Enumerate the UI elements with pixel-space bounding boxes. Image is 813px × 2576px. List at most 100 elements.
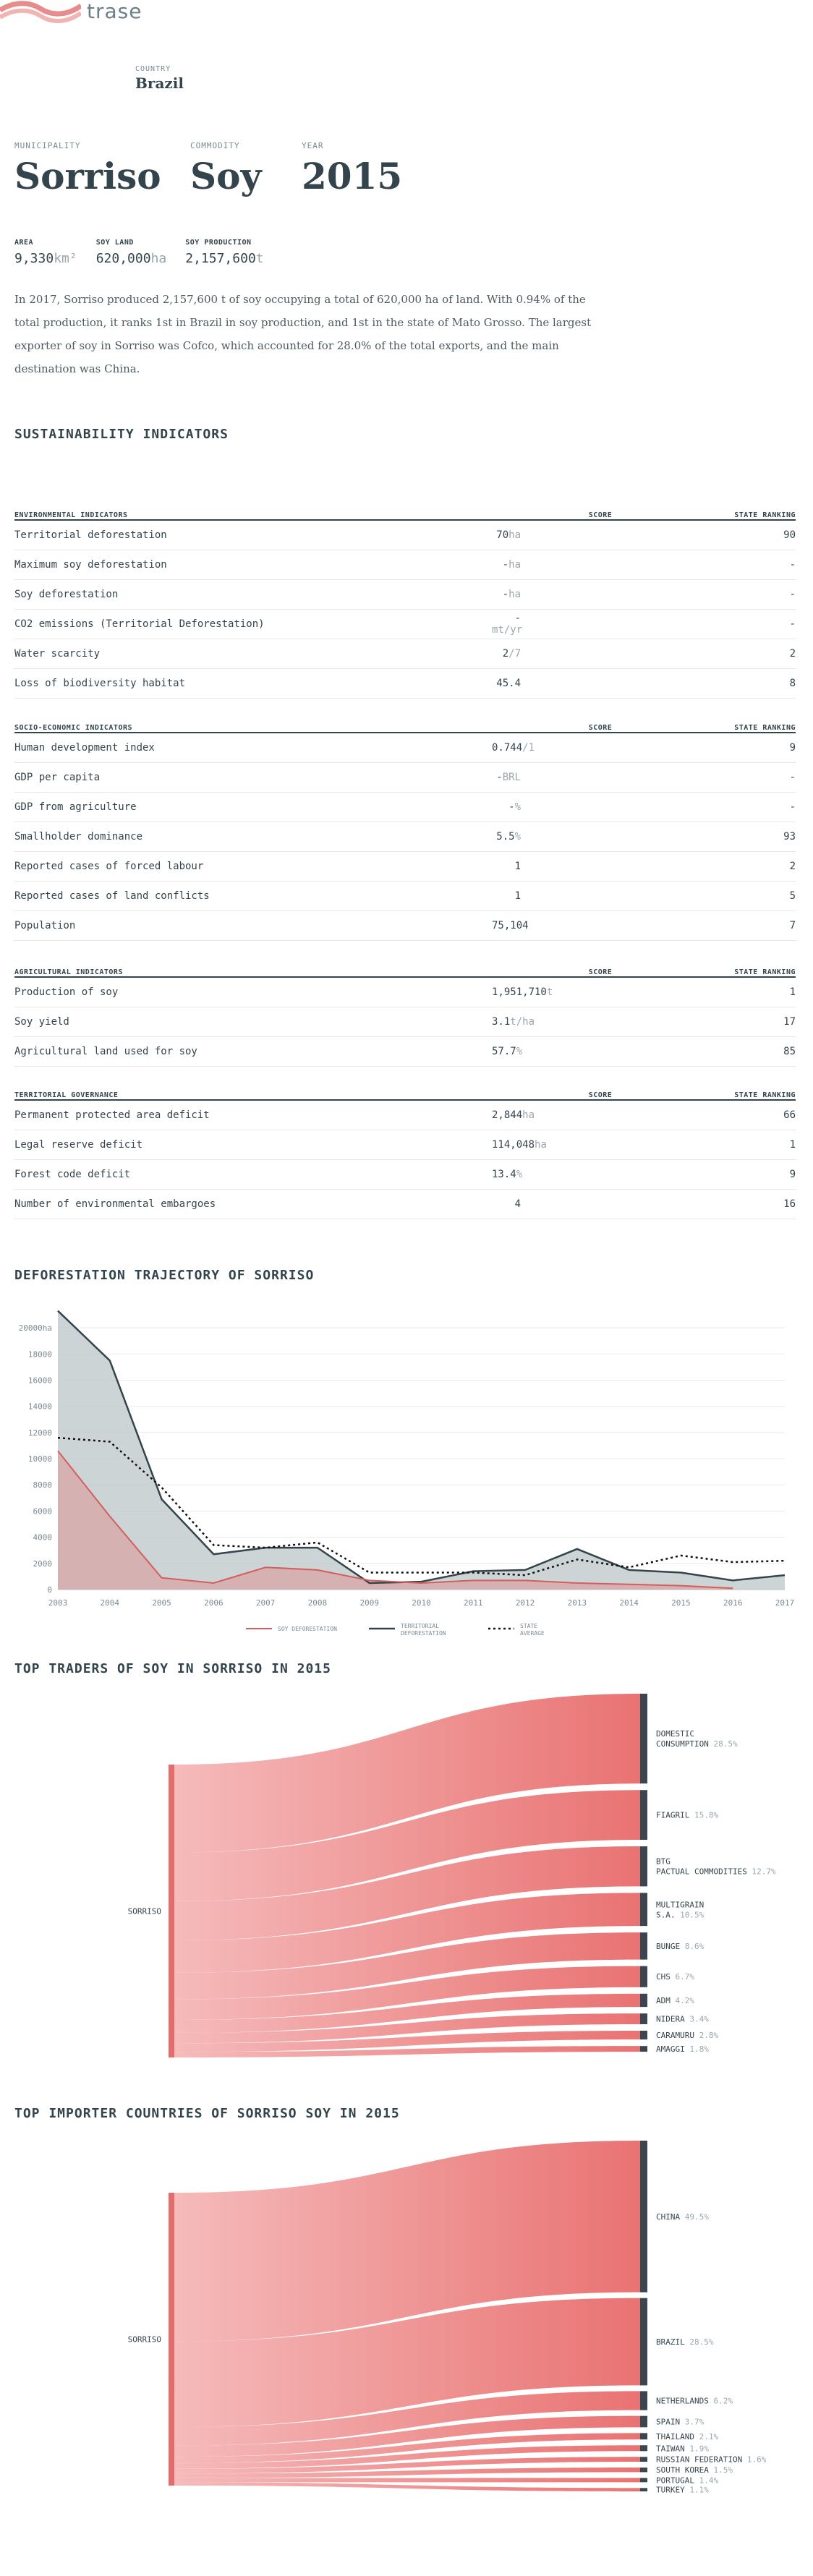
table-row[interactable]: Reported cases of land conflicts 1 5	[14, 882, 796, 911]
destination-label: AMAGGI 1.8%	[656, 2044, 709, 2054]
indicator-unit: /7	[508, 648, 521, 660]
table-row[interactable]: Legal reserve deficit 114,048ha 1	[14, 1130, 796, 1160]
table-row[interactable]: Loss of biodiversity habitat 45.4 8	[14, 669, 796, 699]
flow-link[interactable]	[174, 1966, 640, 2020]
indicator-score-cell: 1	[492, 861, 709, 872]
table-row[interactable]: Territorial deforestation 70ha 90	[14, 521, 796, 550]
table-row[interactable]: Agricultural land used for soy 57.7% 85	[14, 1037, 796, 1067]
country-selector[interactable]: COUNTRY Brazil	[135, 65, 184, 92]
destination-share: 1.9%	[689, 2444, 709, 2453]
indicator-state-rank: 5	[789, 890, 796, 902]
legend-label: SOY DEFORESTATION	[278, 1626, 337, 1632]
x-tick-label: 2012	[516, 1598, 535, 1608]
flow-link[interactable]	[174, 2457, 640, 2474]
indicator-score-cell: 70ha	[492, 529, 709, 541]
state-average-line	[57, 1436, 786, 1577]
destination-node	[640, 2415, 647, 2428]
indicator-state-rank: -	[789, 801, 796, 813]
table-row[interactable]: CO2 emissions (Territorial Deforestation…	[14, 610, 796, 639]
destination-label: RUSSIAN FEDERATION 1.6%	[656, 2455, 767, 2465]
indicator-state-rank: -	[789, 618, 796, 630]
table-row[interactable]: Soy deforestation -ha -	[14, 580, 796, 610]
indicator-state-rank: 16	[783, 1198, 796, 1210]
indicator-unit: ha	[508, 589, 521, 600]
table-row[interactable]: Forest code deficit 13.4% 9	[14, 1160, 796, 1190]
table-row[interactable]: Number of environmental embargoes 4 16	[14, 1190, 796, 1219]
flow-link[interactable]	[174, 2433, 640, 2463]
table-header: ENVIRONMENTAL INDICATORS SCORE STATE RANKI…	[14, 505, 796, 521]
table-row[interactable]: Reported cases of forced labour 1 2	[14, 852, 796, 882]
flow-link[interactable]	[174, 2468, 640, 2478]
x-tick-label: 2008	[308, 1598, 328, 1608]
year-value: 2015	[302, 155, 403, 197]
indicator-unit: ha	[535, 1139, 547, 1151]
score-column-header: SCORE	[588, 724, 613, 732]
indicator-score: 13.4	[492, 1169, 516, 1180]
flow-link[interactable]	[174, 1932, 640, 2000]
flow-link[interactable]	[174, 1694, 640, 1853]
table-row[interactable]: Human development index 0.744/1 9	[14, 733, 796, 763]
indicator-score-cell: -BRL	[492, 772, 709, 783]
destination-node	[640, 1694, 647, 1784]
destination-label: PACTUAL COMMODITIES 12.7%	[656, 1867, 776, 1877]
flow-link[interactable]	[174, 2445, 640, 2469]
source-node	[169, 1765, 174, 2057]
flow-link[interactable]	[174, 2013, 640, 2044]
indicator-state-rank: 85	[783, 1046, 796, 1057]
flow-link[interactable]	[174, 2141, 640, 2342]
x-tick-label: 2014	[619, 1598, 639, 1608]
indicator-score: -	[496, 772, 503, 783]
territorial-deforestation-line	[57, 1310, 786, 1585]
destination-label: S.A. 10.5%	[656, 1910, 705, 1919]
flow-link[interactable]	[174, 1846, 640, 1940]
indicator-score-cell: -%	[492, 801, 709, 813]
table-title: SOCIO-ECONOMIC INDICATORS	[14, 724, 133, 732]
indicator-unit: t	[546, 986, 553, 998]
destination-share: 3.7%	[685, 2417, 705, 2426]
indicator-score: 4	[514, 1198, 521, 1210]
flow-link[interactable]	[174, 2030, 640, 2052]
flow-link[interactable]	[174, 2046, 640, 2057]
table-row[interactable]: Permanent protected area deficit 2,844ha 6…	[14, 1101, 796, 1130]
flow-link[interactable]	[174, 1893, 640, 1973]
brand[interactable]: trase	[0, 0, 142, 26]
indicator-score: -	[514, 613, 521, 624]
stat-soy-production: SOY PRODUCTION 2,157,600t	[185, 239, 263, 266]
table-row[interactable]: GDP per capita -BRL -	[14, 763, 796, 793]
table-row[interactable]: Population 75,104 7	[14, 911, 796, 941]
indicator-score: -	[508, 801, 515, 813]
destination-share: 2.1%	[699, 2432, 719, 2441]
flow-link[interactable]	[174, 2478, 640, 2483]
stat-unit: ha	[150, 251, 167, 266]
table-row[interactable]: Smallholder dominance 5.5% 93	[14, 822, 796, 852]
table-row[interactable]: Production of soy 1,951,710t 1	[14, 978, 796, 1007]
table-row[interactable]: GDP from agriculture -% -	[14, 793, 796, 822]
table-header: AGRICULTURAL INDICATORS SCORE STATE RANKIN…	[14, 962, 796, 978]
stat-unit: km²	[54, 251, 77, 266]
indicator-table: SOCIO-ECONOMIC INDICATORS SCORE STATE RANK…	[14, 717, 796, 941]
y-tick-label: 8000	[33, 1480, 53, 1490]
destination-node	[640, 2488, 647, 2491]
destination-label: TAIWAN 1.9%	[656, 2444, 709, 2453]
flow-link[interactable]	[174, 2298, 640, 2427]
year-label: YEAR	[302, 141, 324, 150]
destination-share: 2.8%	[699, 2031, 719, 2040]
flow-link[interactable]	[174, 2415, 640, 2457]
indicator-name: Permanent protected area deficit	[14, 1109, 210, 1121]
flow-link[interactable]	[174, 2482, 640, 2491]
table-row[interactable]: Soy yield 3.1t/ha 17	[14, 1007, 796, 1037]
flow-link[interactable]	[174, 2391, 640, 2446]
indicator-score-cell: 57.7%	[492, 1046, 709, 1057]
table-row[interactable]: Water scarcity 2/7 2	[14, 639, 796, 669]
indicator-name: Human development index	[14, 742, 155, 754]
municipality-label: MUNICIPALITY	[14, 141, 81, 150]
table-row[interactable]: Maximum soy deforestation -ha -	[14, 550, 796, 580]
flow-link[interactable]	[174, 1993, 640, 2033]
destination-share: 1.5%	[713, 2465, 733, 2475]
indicator-score: 57.7	[492, 1046, 516, 1057]
flow-link[interactable]	[174, 1790, 640, 1901]
indicator-score: 45.4	[496, 678, 521, 689]
indicator-unit: ha	[508, 529, 521, 541]
municipality-name: Sorriso	[14, 155, 161, 197]
indicator-score-cell: 45.4	[492, 678, 709, 689]
